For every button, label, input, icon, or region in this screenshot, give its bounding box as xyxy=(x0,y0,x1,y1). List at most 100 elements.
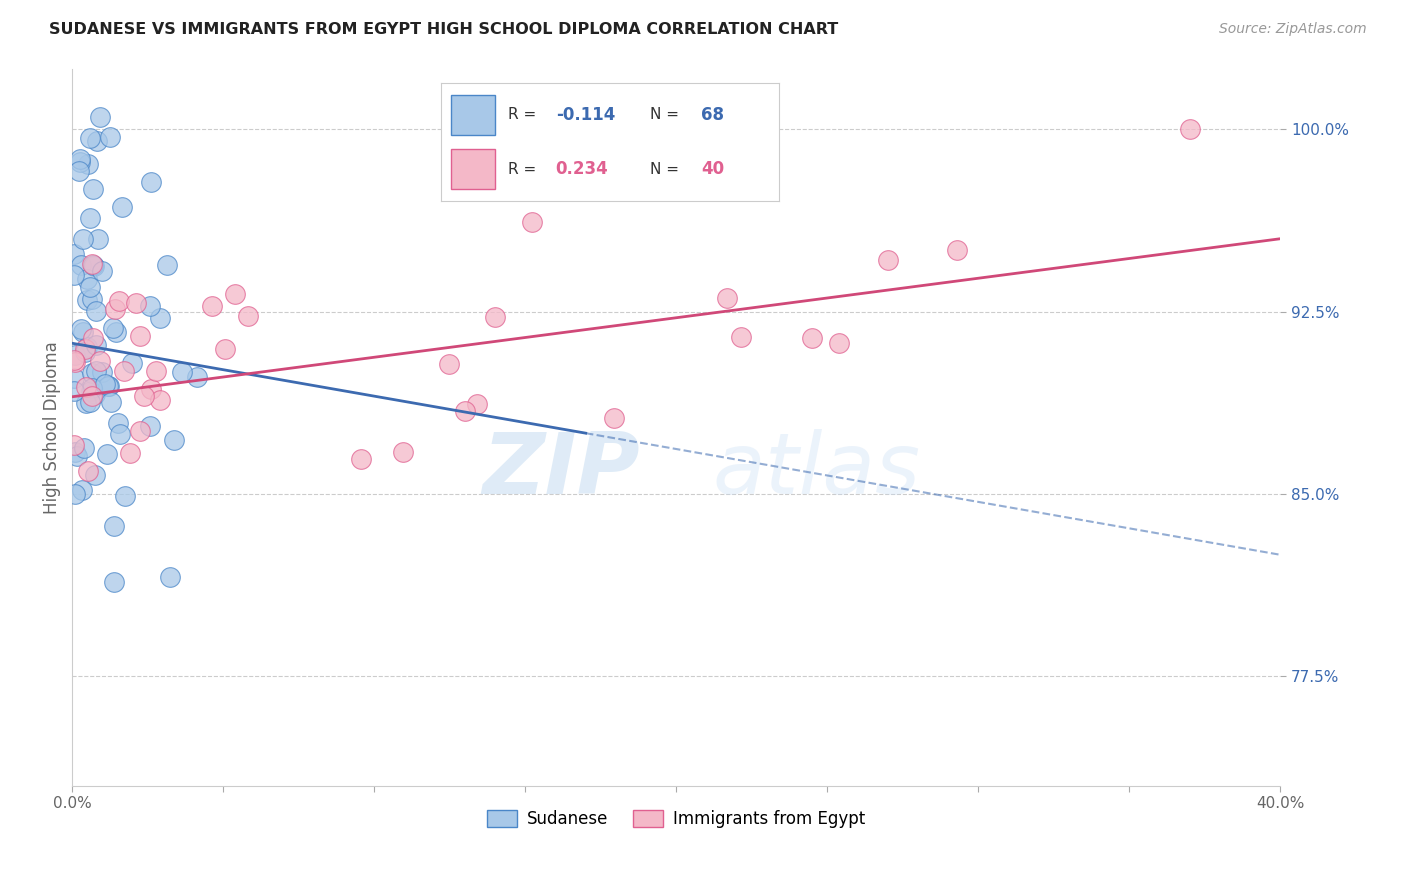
Point xyxy=(73,441,96,455)
Point xyxy=(98,130,121,145)
Point xyxy=(79,280,101,294)
Point xyxy=(65,487,87,501)
Point xyxy=(139,300,162,314)
Point xyxy=(69,258,91,272)
Point xyxy=(73,343,96,357)
Point xyxy=(72,483,94,498)
Point xyxy=(103,519,125,533)
Point xyxy=(86,134,108,148)
Point xyxy=(186,370,208,384)
Point xyxy=(107,293,129,308)
Point xyxy=(80,381,103,395)
Text: ZIP: ZIP xyxy=(482,429,640,512)
Point xyxy=(129,424,152,438)
Legend: Sudanese, Immigrants from Egypt: Sudanese, Immigrants from Egypt xyxy=(481,804,872,835)
Point xyxy=(224,286,246,301)
Text: Source: ZipAtlas.com: Source: ZipAtlas.com xyxy=(1219,22,1367,37)
Point xyxy=(86,338,108,352)
Point xyxy=(63,371,86,385)
Point xyxy=(484,310,506,325)
Point xyxy=(66,450,89,464)
Point xyxy=(100,395,122,409)
Point xyxy=(1178,122,1201,136)
Point xyxy=(877,253,900,268)
Point xyxy=(89,110,111,124)
Point xyxy=(170,365,193,379)
Point xyxy=(77,464,100,478)
Point xyxy=(75,380,97,394)
Point xyxy=(82,292,104,306)
Point xyxy=(121,356,143,370)
Point xyxy=(79,130,101,145)
Text: atlas: atlas xyxy=(713,429,921,512)
Point xyxy=(82,258,104,272)
Point xyxy=(112,364,135,378)
Point xyxy=(89,354,111,368)
Point xyxy=(82,331,104,345)
Point xyxy=(63,445,86,459)
Point xyxy=(67,164,90,178)
Point xyxy=(149,392,172,407)
Point xyxy=(134,389,156,403)
Point xyxy=(63,355,86,369)
Text: SUDANESE VS IMMIGRANTS FROM EGYPT HIGH SCHOOL DIPLOMA CORRELATION CHART: SUDANESE VS IMMIGRANTS FROM EGYPT HIGH S… xyxy=(49,22,838,37)
Point xyxy=(163,433,186,447)
Point xyxy=(603,410,626,425)
Point xyxy=(72,325,94,339)
Point xyxy=(82,182,104,196)
Point xyxy=(129,328,152,343)
Point xyxy=(156,258,179,272)
Point xyxy=(454,404,477,418)
Point xyxy=(801,331,824,345)
Point xyxy=(110,200,132,214)
Point xyxy=(238,309,260,323)
Point xyxy=(148,311,170,326)
Point xyxy=(465,397,488,411)
Point xyxy=(105,325,128,339)
Point xyxy=(520,214,543,228)
Point xyxy=(62,352,84,367)
Point xyxy=(63,384,86,398)
Point xyxy=(139,175,162,189)
Point xyxy=(80,256,103,270)
Point xyxy=(125,296,148,310)
Point xyxy=(392,444,415,458)
Point xyxy=(82,389,104,403)
Point xyxy=(83,467,105,482)
Point xyxy=(98,379,121,393)
Point xyxy=(79,211,101,225)
Point xyxy=(139,382,162,396)
Point xyxy=(73,345,96,359)
Point xyxy=(69,152,91,166)
Point xyxy=(80,384,103,399)
Y-axis label: High School Diploma: High School Diploma xyxy=(44,341,60,514)
Point xyxy=(104,302,127,317)
Point xyxy=(828,335,851,350)
Point xyxy=(350,451,373,466)
Point xyxy=(214,343,236,357)
Point xyxy=(62,247,84,261)
Point xyxy=(75,396,97,410)
Point xyxy=(94,377,117,392)
Point xyxy=(76,293,98,308)
Point xyxy=(63,348,86,362)
Point xyxy=(76,157,98,171)
Point xyxy=(138,419,160,434)
Point xyxy=(90,264,112,278)
Point xyxy=(79,395,101,409)
Point xyxy=(83,259,105,273)
Point xyxy=(86,304,108,318)
Point xyxy=(145,364,167,378)
Point xyxy=(62,268,84,282)
Point xyxy=(730,330,752,344)
Point xyxy=(716,291,738,305)
Point xyxy=(107,416,129,430)
Point xyxy=(103,575,125,590)
Point xyxy=(69,154,91,169)
Point xyxy=(76,340,98,354)
Point xyxy=(80,366,103,380)
Point xyxy=(946,243,969,257)
Point xyxy=(76,272,98,286)
Point xyxy=(72,232,94,246)
Point xyxy=(86,364,108,378)
